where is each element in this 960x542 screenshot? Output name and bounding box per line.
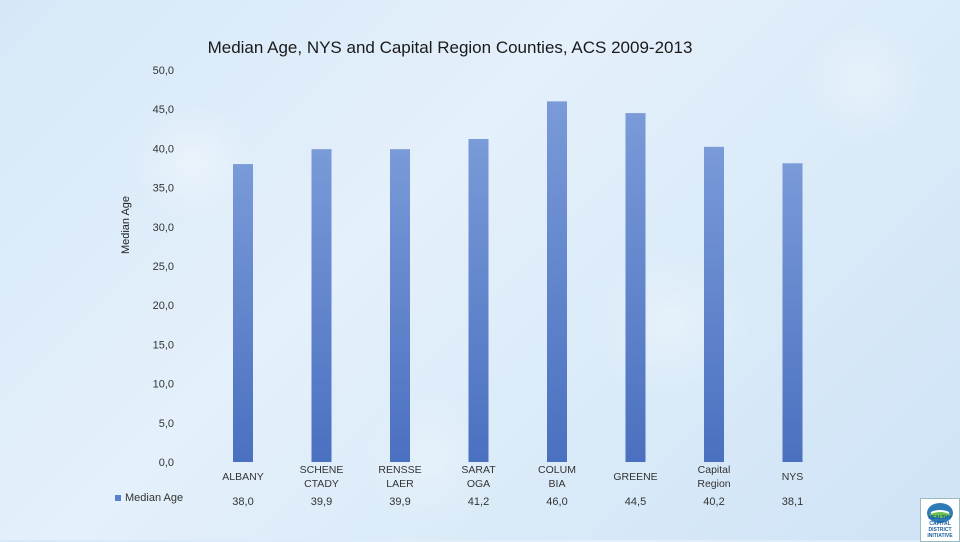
data-value-label: 44,5 — [625, 496, 646, 508]
data-value-label: 38,0 — [232, 496, 253, 508]
y-tick-label: 45,0 — [153, 104, 174, 116]
y-tick-label: 20,0 — [153, 300, 174, 312]
y-tick-label: 40,0 — [153, 143, 174, 155]
legend: Median Age — [115, 492, 183, 504]
y-tick-label: 5,0 — [159, 418, 174, 430]
x-category-label: COLUM BIA — [538, 464, 576, 490]
data-value-label: 39,9 — [389, 496, 410, 508]
data-value-label: 40,2 — [703, 496, 724, 508]
handshake-logo-icon: HEALTHY CAPITAL DISTRICT INITIATIVE — [920, 498, 960, 542]
y-tick-label: 25,0 — [153, 261, 174, 273]
x-category-label: SCHENE CTADY — [300, 464, 344, 490]
bar-2 — [390, 149, 410, 462]
bar-1 — [311, 149, 332, 462]
data-value-label: 46,0 — [546, 496, 567, 508]
y-tick-label: 35,0 — [153, 183, 174, 195]
x-category-label: RENSSE LAER — [378, 464, 421, 490]
bar-0 — [233, 164, 253, 462]
logo-text: HEALTHY CAPITAL DISTRICT INITIATIVE — [927, 515, 953, 539]
y-tick-label: 30,0 — [153, 222, 174, 234]
y-tick-label: 15,0 — [153, 339, 174, 351]
logo-graphic — [927, 503, 953, 523]
bar-6 — [704, 146, 724, 462]
data-value-label: 39,9 — [311, 496, 332, 508]
x-category-label: Capital Region — [697, 464, 730, 490]
data-value-label: 41,2 — [468, 496, 489, 508]
bar-5 — [625, 113, 646, 463]
x-category-label: ALBANY — [222, 471, 263, 483]
chart-title: Median Age, NYS and Capital Region Count… — [207, 38, 693, 57]
x-category-label: GREENE — [613, 471, 657, 483]
y-tick-label: 0,0 — [159, 457, 174, 469]
bar-4 — [547, 101, 567, 463]
legend-swatch — [115, 495, 121, 501]
y-tick-label: 10,0 — [153, 379, 174, 391]
x-category-label: NYS — [782, 471, 804, 483]
legend-label: Median Age — [125, 492, 184, 504]
data-value-label: 38,1 — [782, 496, 803, 508]
bar-7 — [782, 163, 803, 462]
bar-3 — [468, 138, 489, 462]
y-tick-label: 50,0 — [153, 65, 174, 77]
x-category-label: SARAT OGA — [461, 464, 496, 490]
